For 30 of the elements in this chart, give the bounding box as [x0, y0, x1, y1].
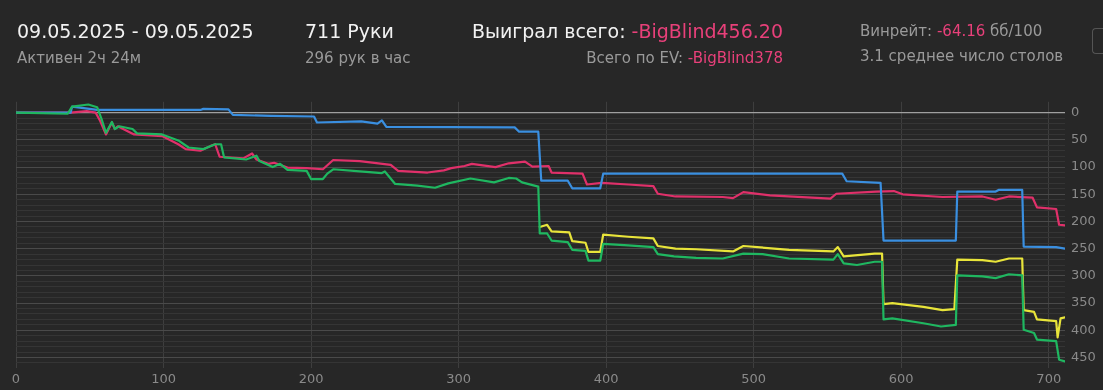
- x-tick-label: 300: [446, 370, 472, 386]
- y-tick-label: 200: [1071, 212, 1096, 228]
- text: -64.16: [936, 22, 986, 40]
- y-tick-label: 400: [1071, 321, 1096, 337]
- chart-title: 09.05.2025 - 09.05.2025: [17, 20, 254, 42]
- text: 711 Руки: [305, 20, 394, 42]
- x-tick-label: 500: [741, 370, 767, 386]
- text: 3.1 среднее число столов: [860, 47, 1064, 65]
- y-tick-label: 0: [1071, 104, 1080, 120]
- x-tick-label: 100: [151, 370, 176, 386]
- text: бб/100: [990, 22, 1043, 40]
- x-tick-label: 200: [298, 370, 324, 386]
- text: Выиграл всего:: [471, 20, 626, 42]
- x-tick-label: 600: [888, 370, 914, 386]
- y-tick-label: 250: [1071, 240, 1096, 256]
- text: 296 рук в час: [305, 49, 411, 67]
- x-tick-label: 400: [593, 370, 619, 386]
- text: Винрейт:: [860, 22, 933, 40]
- x-tick-label: 700: [1036, 370, 1062, 386]
- y-tick-label: 150: [1071, 185, 1096, 201]
- chart-subtitle: Активен 2ч 24м: [17, 49, 142, 67]
- y-tick-label: 300: [1071, 267, 1096, 283]
- y-tick-label: 100: [1071, 158, 1096, 174]
- text: Всего по EV:: [586, 49, 684, 67]
- text: -BigBlind378: [687, 49, 783, 67]
- y-tick-label: 450: [1071, 348, 1096, 364]
- y-tick-label: 50: [1071, 131, 1088, 147]
- text: -BigBlind456.20: [631, 20, 783, 42]
- x-tick-label: 0: [11, 370, 21, 386]
- y-tick-label: 350: [1071, 294, 1096, 310]
